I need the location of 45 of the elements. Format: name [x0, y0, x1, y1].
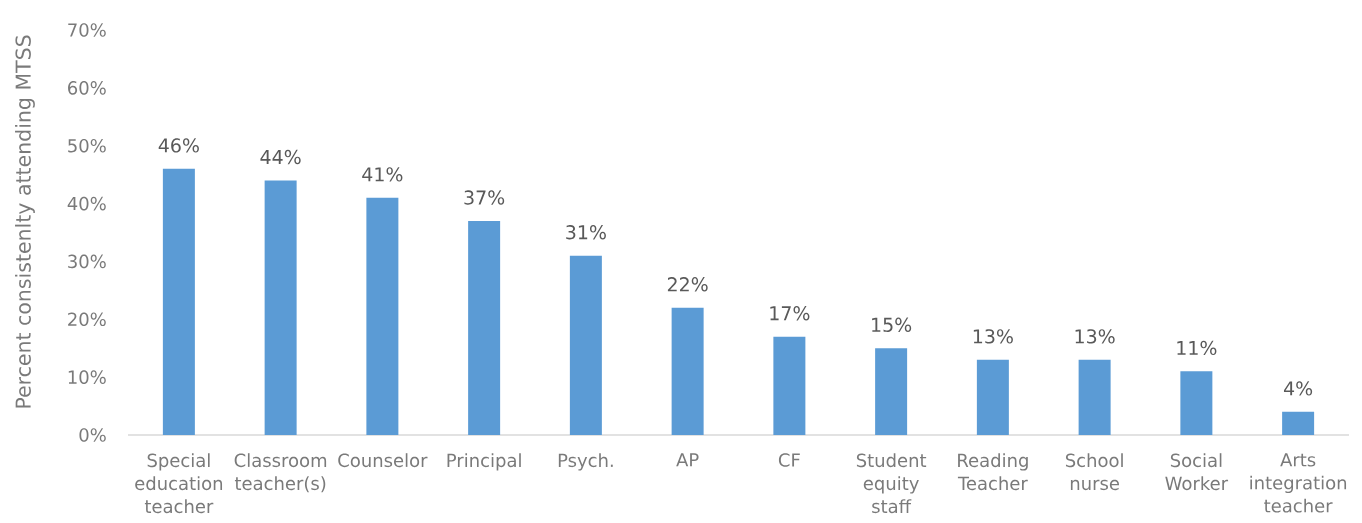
bar	[569, 255, 602, 435]
data-label: 37%	[464, 190, 505, 205]
y-tick-label: 40%	[67, 196, 106, 211]
data-label: 13%	[1075, 329, 1115, 344]
x-tick-label: Counselor	[338, 453, 428, 468]
bar	[875, 348, 908, 435]
bar	[162, 168, 195, 435]
x-tick-label: Special education teacher	[135, 453, 223, 514]
x-tick-label: Principal	[447, 453, 521, 471]
y-tick-label: 50%	[68, 138, 106, 153]
y-tick-label: 70%	[68, 23, 106, 37]
bar	[1078, 359, 1111, 435]
bar	[976, 359, 1009, 435]
bar	[671, 307, 704, 435]
x-tick-label: Social Worker	[1165, 453, 1229, 491]
x-tick-label: Arts integration teacher	[1250, 453, 1347, 513]
bar	[264, 180, 297, 435]
data-label: 4%	[1283, 381, 1313, 396]
data-label: 11%	[1177, 340, 1217, 356]
data-label: 13%	[973, 329, 1013, 344]
y-axis-title: Percent consistenlty attending MTSS	[15, 35, 35, 408]
x-tick-label: Student equity staff	[856, 453, 927, 514]
bar	[468, 220, 501, 435]
y-tick-label: 60%	[68, 81, 106, 95]
data-label: 46%	[158, 138, 199, 153]
data-label: 41%	[362, 167, 403, 182]
y-tick-label: 10%	[68, 370, 106, 384]
bar	[1180, 371, 1213, 435]
x-tick-label: Classroom teacher(s)	[234, 453, 327, 493]
y-tick-label: 30%	[68, 254, 106, 269]
data-label: 44%	[260, 149, 301, 165]
data-label: 17%	[770, 306, 810, 321]
data-label: 22%	[667, 277, 708, 292]
x-tick-label: CF	[778, 453, 800, 467]
bar	[366, 197, 399, 435]
x-tick-label: Reading Teacher	[957, 453, 1028, 491]
data-label: 31%	[566, 225, 606, 240]
y-tick-label: 0%	[79, 428, 106, 442]
bar	[1282, 411, 1315, 435]
data-label: 15%	[872, 317, 912, 332]
bar	[773, 336, 806, 435]
x-tick-label: AP	[676, 453, 699, 467]
y-tick-label: 20%	[68, 312, 106, 327]
x-tick-label: Psych.	[558, 453, 613, 471]
x-tick-label: School nurse	[1065, 453, 1123, 491]
